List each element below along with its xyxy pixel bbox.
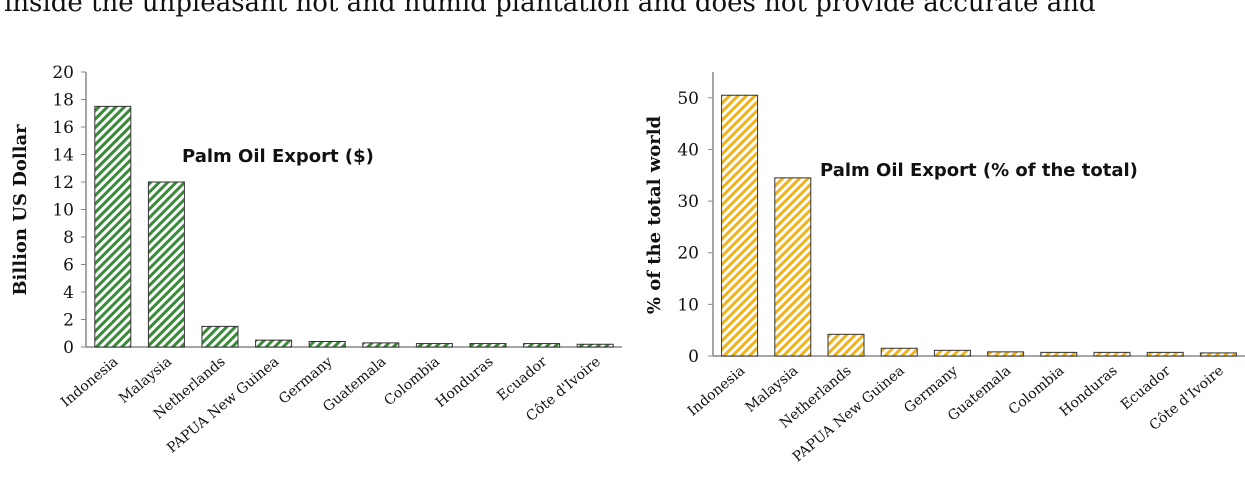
y-tick-label: 2 [63,311,74,331]
bar [1093,351,1131,357]
bar [469,343,507,348]
bar [94,105,132,348]
y-tick-label: 10 [52,201,74,221]
bar [362,342,400,348]
bar [201,325,239,348]
bar [721,94,759,357]
header-text-line: inside the unpleasant hot and humid plan… [4,0,1096,18]
bar [1199,352,1237,357]
bar [576,343,614,348]
bar [1146,351,1184,357]
y-tick-label: 40 [677,140,699,160]
chart-left: 02468101214161820IndonesiaMalaysiaNether… [10,63,622,456]
bar [933,349,971,357]
y-tick-label: 20 [52,63,74,83]
header-text: inside the unpleasant hot and humid plan… [0,0,1245,52]
bar [415,343,453,348]
y-tick-label: 10 [677,295,699,315]
y-tick-label: 14 [52,146,74,166]
y-axis-label: % of the total world [644,115,665,314]
bar [880,347,918,357]
y-tick-label: 50 [677,89,699,109]
y-tick-label: 0 [688,347,699,367]
y-tick-label: 12 [52,173,74,193]
y-tick-label: 20 [677,244,699,264]
chart-title: Palm Oil Export (% of the total) [820,160,1138,181]
bar [523,343,561,348]
y-tick-label: 30 [677,192,699,212]
bar [147,181,185,348]
bar [1040,351,1078,357]
y-tick-label: 8 [63,228,74,248]
bar [774,177,812,357]
y-tick-label: 0 [63,338,74,358]
x-tick-label: Indonesia [685,363,748,420]
bar [827,333,865,357]
bar [987,351,1025,357]
y-tick-label: 6 [63,256,74,276]
bar [255,339,293,348]
y-tick-label: 16 [52,118,74,138]
plot-area: 01020304050IndonesiaMalaysiaNetherlandsP… [644,72,1245,465]
chart-title: Palm Oil Export ($) [182,146,374,167]
x-tick-label: Honduras [1057,363,1121,420]
y-axis-label: Billion US Dollar [10,124,31,296]
bar [308,341,346,348]
y-tick-label: 4 [63,283,74,303]
y-tick-label: 18 [52,91,74,111]
